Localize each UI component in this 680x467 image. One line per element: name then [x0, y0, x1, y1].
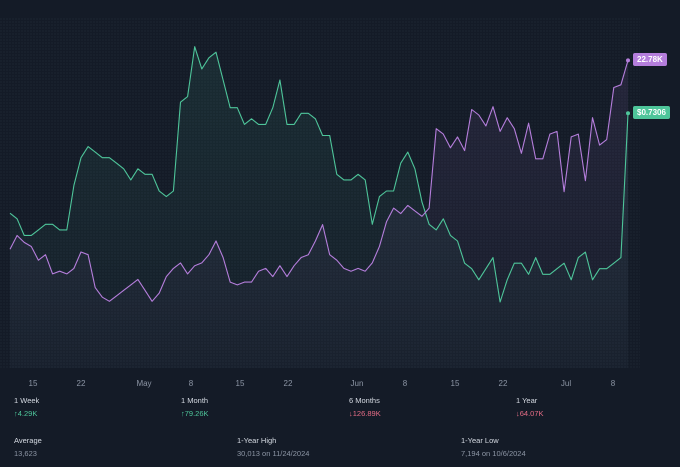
stat-1-week: 1 Week ↑4.29K	[14, 396, 39, 418]
x-tick-label: 8	[189, 379, 194, 388]
series-1-last-point	[626, 58, 630, 63]
x-tick-label: 15	[451, 379, 460, 388]
series-1-value-tag: 22.78K	[633, 53, 667, 67]
stat-label: 1-Year High	[237, 436, 277, 445]
stat-6-months: 6 Months ↓126.89K	[349, 396, 381, 418]
x-tick-label: 22	[499, 379, 508, 388]
x-tick-label: Jun	[351, 379, 364, 388]
stat-value: ↓126.89K	[349, 409, 381, 418]
stats-row-changes: 1 Week ↑4.29K 1 Month ↑79.26K 6 Months ↓…	[0, 396, 680, 426]
x-tick-label: 15	[29, 379, 38, 388]
stat-value: ↓64.07K	[516, 409, 544, 418]
stat-value: 30,013 on 11/24/2024	[237, 449, 310, 458]
series-1-line	[9, 60, 629, 302]
chart-canvas: 15 22 May 8 15 22 Jun 8 15 22 Jul 8	[0, 18, 640, 388]
series-0-last-point	[626, 111, 630, 116]
stat-average: Average 13,623	[14, 436, 42, 458]
x-tick-label: 15	[236, 379, 245, 388]
stat-label: Average	[14, 436, 42, 445]
x-tick-label: May	[136, 379, 151, 388]
stat-value: 7,194 on 10/6/2024	[461, 449, 526, 458]
stat-1-year-high: 1-Year High 30,013 on 11/24/2024	[237, 436, 309, 458]
x-tick-label: 22	[284, 379, 293, 388]
stat-label: 1 Year	[516, 396, 538, 405]
x-tick-label: Jul	[561, 379, 571, 388]
x-tick-label: 8	[403, 379, 408, 388]
series-1-area	[10, 60, 628, 369]
stat-1-year: 1 Year ↓64.07K	[516, 396, 544, 418]
stats-row-summary: Average 13,623 1-Year High 30,013 on 11/…	[0, 436, 680, 466]
stat-label: 6 Months	[349, 396, 380, 405]
stat-1-year-low: 1-Year Low 7,194 on 10/6/2024	[461, 436, 526, 458]
stat-label: 1 Month	[181, 396, 209, 405]
stat-value: ↑79.26K	[181, 409, 209, 418]
series-0-value-tag: $0.7306	[633, 106, 670, 120]
x-tick-label: 8	[611, 379, 616, 388]
price-chart: 15 22 May 8 15 22 Jun 8 15 22 Jul 8 $0.7306 22.78K	[0, 18, 670, 388]
stat-value: ↑4.29K	[14, 409, 38, 418]
x-tick-label: 22	[77, 379, 86, 388]
stat-1-month: 1 Month ↑79.26K	[181, 396, 209, 418]
stat-label: 1-Year Low	[461, 436, 499, 445]
stat-value: 13,623	[14, 449, 37, 458]
stat-label: 1 Week	[14, 396, 40, 405]
series-0-line	[9, 46, 629, 303]
